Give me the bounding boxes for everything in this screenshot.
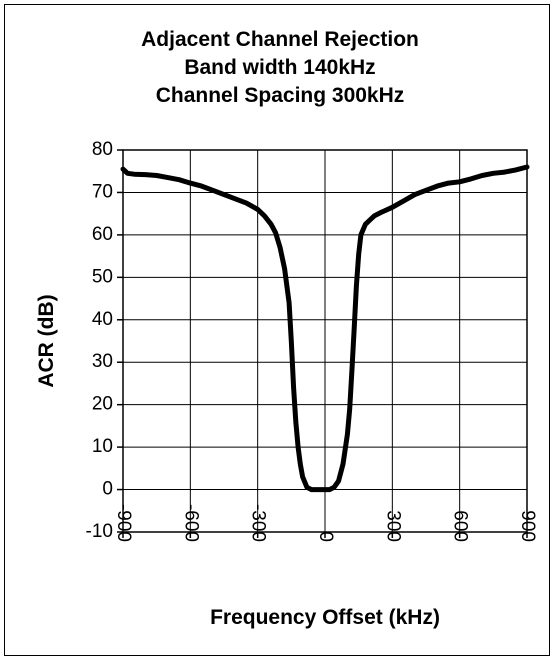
- y-tick-label: 10: [92, 436, 113, 457]
- chart-frame: [4, 4, 550, 656]
- y-tick-label: 0: [102, 479, 113, 500]
- x-tick-label: -300: [248, 504, 269, 542]
- y-tick-label: 80: [92, 139, 113, 160]
- x-axis-ticks: -900 -600 -300 0 300 600 900: [113, 504, 538, 542]
- x-tick-label: 600: [450, 510, 471, 542]
- y-tick-label: 50: [92, 266, 113, 287]
- y-tick-label: -10: [86, 521, 113, 542]
- y-axis-ticks: -10 0 10 20 30 40 50 60 70 80: [86, 139, 123, 542]
- x-tick-label: 0: [315, 531, 336, 542]
- x-axis-label: Frequency Offset (kHz): [210, 606, 440, 629]
- grid: [122, 149, 528, 533]
- y-tick-label: 60: [92, 224, 113, 245]
- chart-title: Adjacent Channel Rejection Band width 14…: [141, 28, 419, 107]
- x-tick-label: 300: [382, 510, 403, 542]
- chart-title-line-1: Adjacent Channel Rejection: [141, 28, 419, 51]
- series-line-0: [120, 164, 530, 493]
- x-tick-label: -900: [113, 504, 134, 542]
- y-tick-label: 40: [92, 309, 113, 330]
- chart-title-line-2: Band width 140kHz: [184, 56, 375, 79]
- chart-title-line-3: Channel Spacing 300kHz: [156, 84, 405, 107]
- y-tick-label: 20: [92, 394, 113, 415]
- series-lines: [120, 164, 530, 493]
- y-tick-label: 70: [92, 181, 113, 202]
- x-tick-label: 900: [517, 510, 538, 542]
- y-axis-label: ACR (dB): [35, 294, 58, 387]
- x-tick-label: -600: [180, 504, 201, 542]
- y-tick-label: 30: [92, 351, 113, 372]
